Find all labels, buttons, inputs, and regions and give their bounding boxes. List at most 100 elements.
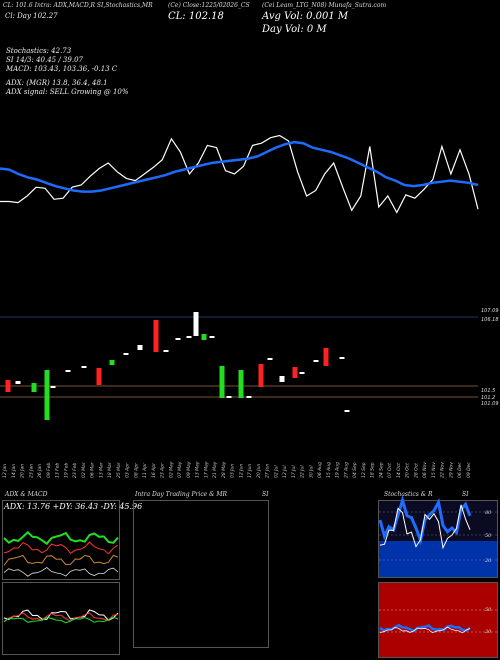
adx-line <box>3 554 119 566</box>
si-panel-label: SI <box>262 491 269 498</box>
x-tick-label: 13 May <box>195 461 201 478</box>
x-tick-label: 13 Mar <box>98 461 104 478</box>
candle <box>109 360 115 365</box>
candle <box>175 338 181 340</box>
adx-stat: ADX: (MGR) 13.8, 36.4, 48.1 <box>6 79 108 87</box>
x-tick-label: 07 Oct <box>387 463 393 478</box>
candle <box>238 370 244 398</box>
candle <box>15 381 21 384</box>
adx-signal-stat: ADX signal: SELL Growing @ 10% <box>6 88 129 96</box>
x-tick-label: 03 Apr <box>125 462 131 478</box>
signal-line <box>3 612 119 622</box>
x-tick-label: 09 Dec <box>466 462 472 478</box>
x-tick-label: 09 Feb <box>46 462 52 478</box>
series-ma-line <box>0 140 479 193</box>
x-tick-label: 29 Nov <box>448 462 454 478</box>
x-tick-label: 22 Nov <box>440 462 446 478</box>
candle <box>123 353 129 355</box>
candle <box>339 357 345 359</box>
x-tick-label: 28 Oct <box>413 463 419 478</box>
stochastics-stat: Stochastics: 42.73 <box>6 47 72 55</box>
x-tick-label: 08 Apr <box>133 462 139 478</box>
x-tick-label: 18 Sep <box>370 462 376 478</box>
si-signal-line <box>379 626 471 634</box>
si-right-label: SI <box>462 491 469 498</box>
x-tick-label: 06 Nov <box>422 462 428 478</box>
header-line1-right: (Cei Leam_LTG_N08) Munafa_Sutra.com <box>262 2 387 9</box>
x-tick-label: 23 Apr <box>160 462 166 478</box>
candle <box>258 364 264 387</box>
candle <box>186 336 192 338</box>
candle <box>65 370 71 372</box>
x-tick-label: 26 Jan <box>37 464 43 478</box>
x-tick-label: 19 Aug <box>335 462 341 478</box>
candle <box>292 367 298 378</box>
candle <box>267 358 273 360</box>
x-tick-label: 23 Feb <box>72 462 78 478</box>
x-tick-label: 02 Jul <box>273 465 279 478</box>
candle <box>163 350 169 352</box>
x-tick-label: 04 Sep <box>352 462 358 478</box>
candle <box>193 312 199 336</box>
series-price-line <box>0 134 479 214</box>
avg-vol: Avg Vol: 0.001 M <box>262 11 349 22</box>
x-tick-label: 06 Mar <box>90 461 96 478</box>
x-tick-label: 07 May <box>177 461 183 478</box>
x-tick-label: 20 Jan <box>20 464 26 478</box>
candle <box>344 410 350 412</box>
x-tick-label: 27 Jun <box>265 464 271 478</box>
candle <box>226 396 232 398</box>
stoch-panel-label: Stochastics & R <box>384 491 433 498</box>
x-tick-label: 02 May <box>168 461 174 478</box>
x-tick-label: 20 Oct <box>405 463 411 478</box>
price-label: 101.5 <box>481 388 495 394</box>
si-panel <box>378 582 498 658</box>
adx-panel <box>2 500 120 580</box>
candle <box>50 386 56 388</box>
x-tick-label: 12 Jan <box>2 464 8 478</box>
cl-value: CL: 102.18 <box>168 11 224 22</box>
x-tick-label: 13 Feb <box>55 462 61 478</box>
candle <box>153 320 159 352</box>
x-tick-label: 20 Jun <box>256 464 262 478</box>
x-tick-label: 16 Apr <box>151 462 157 478</box>
price-label: 101.2 <box>481 395 495 401</box>
mr-panel <box>133 500 269 648</box>
candle <box>44 370 50 420</box>
x-tick-label: 19 Feb <box>63 462 69 478</box>
candle <box>137 345 143 350</box>
x-tick-label: 17 Jun <box>247 464 253 478</box>
x-tick-label: 30 Jul <box>308 465 314 478</box>
x-tick-label: 17 May <box>203 461 209 478</box>
x-tick-label: 27 Aug <box>343 462 349 478</box>
macd-line <box>3 609 119 622</box>
x-tick-label: 09 May <box>186 461 192 478</box>
macd-stat: MACD: 103.43, 103.36, -0.13 C <box>6 65 118 73</box>
x-tick-label: 22 Jul <box>300 465 306 478</box>
x-tick-label: 23 Jan <box>28 464 34 478</box>
x-tick-label: 02 Mar <box>81 461 87 478</box>
adx-panel-label: ADX & MACD <box>5 491 48 498</box>
stoch-lower-bg <box>379 541 497 577</box>
histogram-line <box>3 616 119 624</box>
candle <box>279 376 285 382</box>
candle <box>5 380 11 392</box>
x-tick-label: 15 Nov <box>431 462 437 478</box>
candle <box>201 334 207 340</box>
stoch-level-label: 20 <box>484 558 492 564</box>
x-tick-label: 18 Mar <box>107 461 113 478</box>
candle <box>219 366 225 398</box>
candle <box>209 336 215 338</box>
x-tick-label: 15 Aug <box>326 462 332 478</box>
x-tick-label: 12 Jul <box>282 465 288 478</box>
plus-di-line <box>3 530 119 546</box>
adx-aux-line <box>3 566 119 577</box>
price-label: 101.09 <box>481 401 499 407</box>
header-line2-left: Cl: Day 102.27 <box>5 12 58 20</box>
minus-di-line <box>3 541 119 555</box>
si-stat: SI 14/3: 40.45 / 39.07 <box>6 56 83 64</box>
candle <box>31 383 37 392</box>
candle <box>313 360 319 362</box>
